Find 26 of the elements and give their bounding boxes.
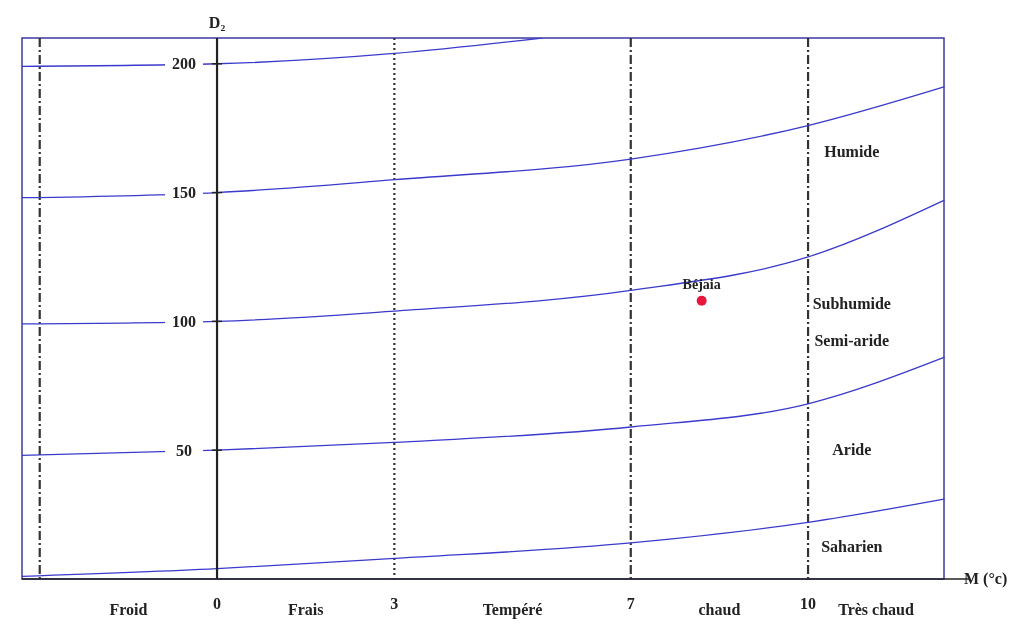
- line-series: [22, 199, 945, 325]
- x-tick-label: 7: [626, 595, 635, 612]
- line-series: [22, 86, 945, 199]
- text: Frais: [287, 601, 324, 618]
- annotation: Subhumide: [812, 294, 891, 312]
- text: Très chaud: [838, 601, 914, 618]
- annotation: Aride: [832, 440, 872, 458]
- y-tick-label: 200: [172, 55, 197, 73]
- line-series: [22, 498, 945, 578]
- y-tick-label: 100: [172, 312, 197, 330]
- x-tick-label: 0: [213, 595, 222, 612]
- y-tick-label: 150: [172, 184, 197, 202]
- y-tick-label: 50: [176, 441, 193, 459]
- y-axis-title: D₂: [208, 14, 226, 31]
- series-label: Béjaia: [682, 276, 721, 292]
- line-series: [22, 38, 543, 67]
- x-tick-label: 3: [390, 595, 399, 612]
- text: Tempéré: [482, 601, 543, 619]
- line-series: [22, 356, 945, 456]
- text: chaud: [698, 601, 741, 618]
- annotation: Semi-aride: [814, 332, 890, 350]
- x-axis-title: M (°c): [964, 570, 1008, 588]
- x-tick-label: 10: [800, 595, 817, 612]
- text: Froid: [109, 601, 148, 618]
- annotation: Humide: [824, 143, 880, 161]
- annotation: Saharien: [821, 537, 883, 555]
